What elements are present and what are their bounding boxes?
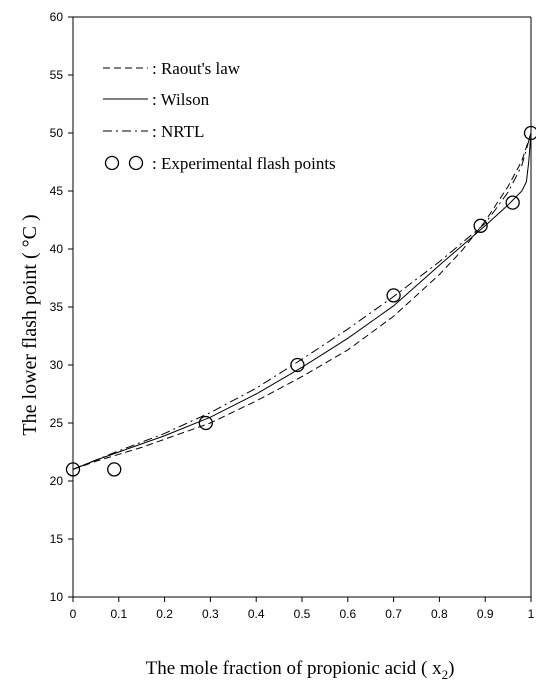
y-axis-title: The lower flash point ( °C ) xyxy=(19,214,41,435)
experimental-point xyxy=(65,462,81,477)
experimental-point xyxy=(473,218,488,233)
y-tick-label: 60 xyxy=(50,10,64,24)
x-axis-title-main: The mole fraction of propionic acid ( x xyxy=(146,658,442,679)
x-tick-label: 0 xyxy=(70,607,77,621)
x-tick-label: 0.9 xyxy=(477,607,494,621)
x-tick-label: 0.1 xyxy=(110,607,127,621)
legend-label: : Raout's law xyxy=(152,59,241,78)
experimental-point xyxy=(505,195,520,210)
x-tick-label: 0.7 xyxy=(385,607,402,621)
legend-label: : NRTL xyxy=(152,122,204,141)
x-tick-label: 0.3 xyxy=(202,607,219,621)
ticks: 0 0.1 0.2 0.3 0.4 0.5 0.6 0.7 0.8 0.9 1 10 15 20 25 30 3… xyxy=(50,10,535,621)
legend-marker xyxy=(128,155,144,171)
x-tick-label: 1 xyxy=(528,607,535,621)
y-tick-label: 50 xyxy=(50,126,64,140)
x-tick-label: 0.6 xyxy=(339,607,356,621)
y-tick-label: 40 xyxy=(50,242,64,256)
experimental-point xyxy=(198,415,213,431)
experimental-point xyxy=(290,357,305,373)
legend-marker xyxy=(104,155,120,171)
series-layer xyxy=(65,125,536,477)
x-tick-label: 0.5 xyxy=(294,607,311,621)
y-tick-label: 25 xyxy=(50,416,64,430)
y-tick-label: 45 xyxy=(50,184,64,198)
x-axis-title-close: ) xyxy=(448,658,454,679)
y-tick-label: 20 xyxy=(50,474,64,488)
y-tick-label: 10 xyxy=(50,590,64,604)
x-axis-title-subscript: 2 xyxy=(442,667,449,682)
experimental-point xyxy=(523,125,536,141)
raout-s-law-curve xyxy=(72,132,532,470)
experimental-point xyxy=(107,462,122,477)
axes xyxy=(72,16,532,598)
x-tick-label: 0.8 xyxy=(431,607,448,621)
legend: : Raout's law : Wilson : NRTL : Experimenta… xyxy=(103,59,336,173)
experimental-point xyxy=(386,288,401,303)
y-tick-label: 35 xyxy=(50,300,64,314)
x-tick-label: 0.4 xyxy=(248,607,265,621)
y-tick-label: 55 xyxy=(50,68,64,82)
legend-label: : Experimental flash points xyxy=(152,154,336,173)
nrtl-curve xyxy=(72,132,532,470)
x-axis-title: The mole fraction of propionic acid ( x2… xyxy=(146,658,455,682)
legend-label: : Wilson xyxy=(152,90,210,109)
y-tick-label: 30 xyxy=(50,358,64,372)
x-tick-label: 0.2 xyxy=(156,607,173,621)
wilson-curve xyxy=(72,132,532,470)
y-tick-label: 15 xyxy=(50,532,64,546)
